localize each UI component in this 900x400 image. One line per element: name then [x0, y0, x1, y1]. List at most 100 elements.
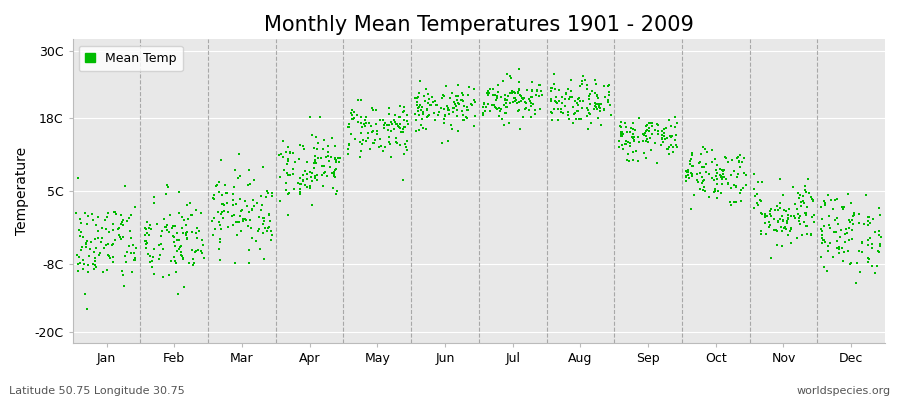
- Point: [814, 204, 828, 210]
- Point: [353, 154, 367, 160]
- Point: [430, 102, 445, 108]
- Point: [209, 183, 223, 189]
- Point: [721, 181, 735, 188]
- Point: [658, 135, 672, 142]
- Point: [375, 148, 390, 154]
- Point: [485, 102, 500, 108]
- Point: [706, 189, 721, 196]
- Point: [366, 140, 381, 146]
- Point: [212, 246, 226, 252]
- Point: [186, 256, 201, 262]
- Point: [497, 122, 511, 128]
- Point: [259, 188, 274, 195]
- Point: [860, 222, 875, 228]
- Point: [499, 100, 513, 107]
- Point: [226, 191, 240, 197]
- Point: [242, 247, 256, 253]
- Point: [434, 105, 448, 112]
- Point: [81, 269, 95, 275]
- Point: [457, 102, 472, 109]
- Point: [497, 102, 511, 108]
- Point: [328, 142, 342, 149]
- Point: [228, 260, 242, 266]
- Point: [590, 115, 605, 121]
- Point: [250, 200, 265, 206]
- Point: [666, 144, 680, 150]
- Point: [254, 206, 268, 213]
- Point: [638, 130, 652, 136]
- Point: [195, 250, 210, 256]
- Point: [347, 114, 362, 121]
- Point: [282, 144, 296, 150]
- Point: [282, 190, 296, 196]
- Point: [84, 239, 98, 245]
- Point: [431, 112, 446, 118]
- Point: [732, 158, 746, 165]
- Point: [554, 94, 569, 100]
- Point: [788, 215, 802, 222]
- Point: [141, 251, 156, 258]
- Point: [176, 216, 191, 223]
- Point: [668, 124, 682, 130]
- Point: [777, 207, 791, 214]
- Point: [264, 237, 278, 243]
- Point: [619, 156, 634, 163]
- Point: [618, 141, 633, 148]
- Point: [508, 94, 523, 101]
- Point: [76, 234, 90, 241]
- Point: [780, 216, 795, 223]
- Point: [827, 217, 842, 224]
- Point: [516, 114, 530, 120]
- Point: [264, 228, 278, 234]
- Point: [186, 262, 201, 268]
- Point: [628, 148, 643, 155]
- Point: [837, 249, 851, 255]
- Point: [705, 147, 719, 153]
- Point: [822, 222, 836, 228]
- Point: [620, 139, 634, 145]
- Point: [770, 242, 784, 248]
- Point: [417, 93, 431, 99]
- Point: [257, 224, 272, 231]
- Point: [234, 228, 248, 234]
- Point: [784, 226, 798, 232]
- Point: [656, 130, 670, 137]
- Point: [632, 115, 646, 121]
- Point: [217, 208, 231, 214]
- Point: [251, 228, 266, 234]
- Point: [698, 146, 713, 152]
- Point: [791, 211, 806, 217]
- Point: [212, 218, 227, 225]
- Point: [631, 134, 645, 140]
- Point: [821, 243, 835, 249]
- Point: [102, 228, 116, 235]
- Point: [72, 227, 86, 234]
- Point: [746, 186, 760, 192]
- Point: [696, 144, 710, 150]
- Point: [776, 217, 790, 224]
- Point: [328, 156, 343, 163]
- Point: [138, 232, 152, 238]
- Point: [283, 149, 297, 156]
- Point: [363, 146, 377, 152]
- Point: [91, 213, 105, 220]
- Point: [847, 211, 861, 218]
- Point: [120, 248, 134, 255]
- Point: [547, 81, 562, 88]
- Point: [393, 102, 408, 109]
- Point: [361, 129, 375, 136]
- Point: [95, 269, 110, 275]
- Point: [551, 117, 565, 124]
- Point: [816, 223, 831, 229]
- Point: [365, 105, 380, 112]
- Point: [619, 138, 634, 144]
- Point: [729, 199, 743, 206]
- Point: [124, 235, 139, 241]
- Point: [295, 178, 310, 184]
- Point: [590, 106, 604, 112]
- Point: [436, 106, 451, 113]
- Point: [317, 170, 331, 176]
- Point: [341, 146, 356, 152]
- Point: [482, 86, 497, 92]
- Point: [602, 102, 616, 109]
